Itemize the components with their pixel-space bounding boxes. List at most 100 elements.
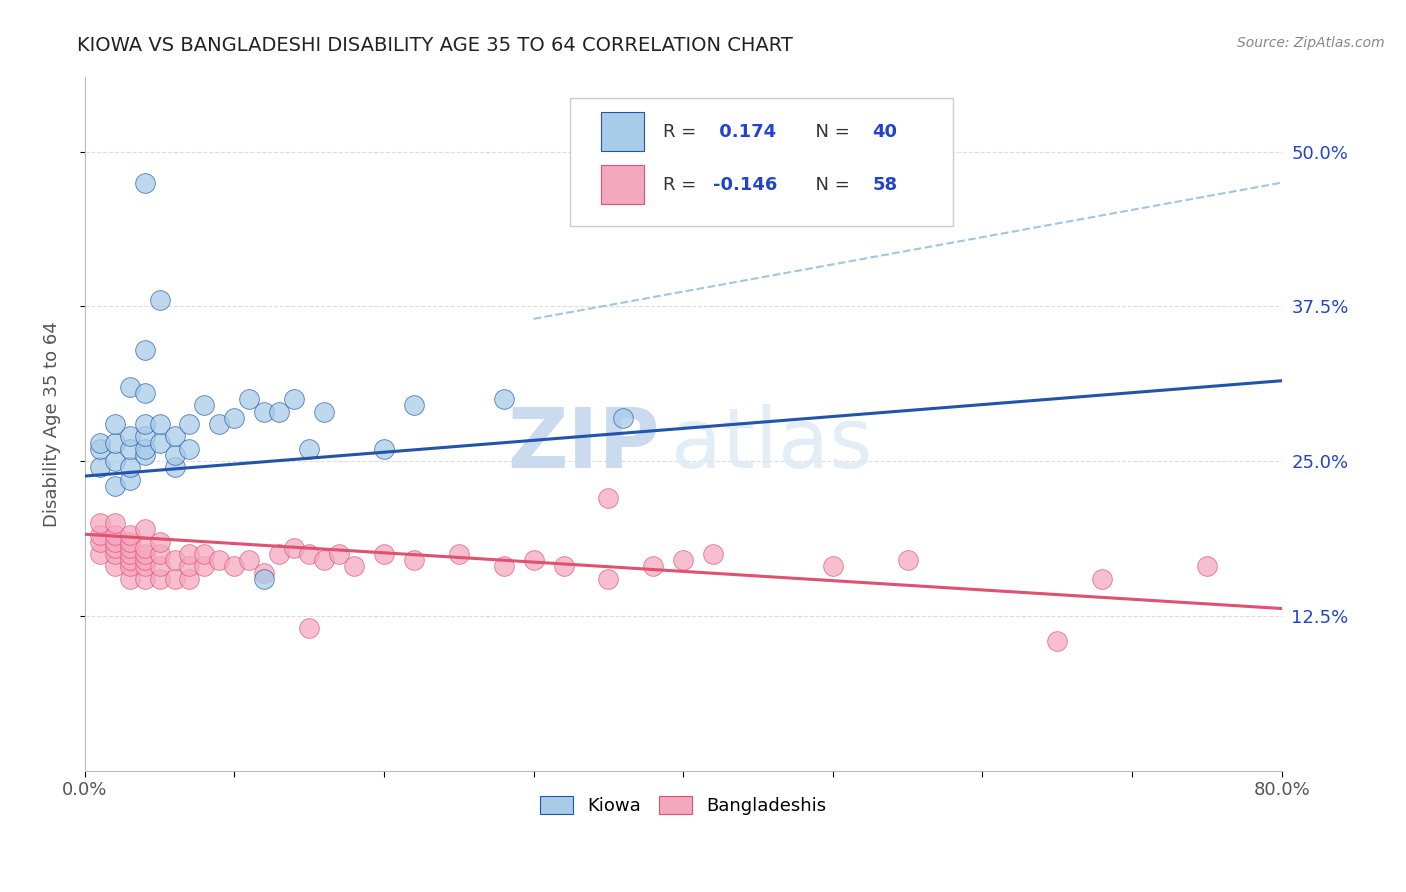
- FancyBboxPatch shape: [600, 112, 644, 151]
- Point: [163, 553, 186, 567]
- Text: 40: 40: [872, 122, 897, 141]
- Point: [148, 435, 170, 450]
- Point: [104, 516, 127, 530]
- Point: [104, 479, 127, 493]
- Point: [163, 429, 186, 443]
- Point: [118, 380, 141, 394]
- Point: [208, 417, 231, 431]
- Text: -0.146: -0.146: [713, 176, 778, 194]
- Point: [104, 547, 127, 561]
- Point: [402, 399, 425, 413]
- Point: [1091, 572, 1114, 586]
- Point: [672, 553, 695, 567]
- Point: [118, 429, 141, 443]
- Point: [134, 559, 156, 574]
- Legend: Kiowa, Bangladeshis: Kiowa, Bangladeshis: [531, 787, 835, 824]
- Point: [1046, 633, 1069, 648]
- Point: [298, 442, 321, 456]
- Text: N =: N =: [804, 122, 856, 141]
- Point: [89, 460, 111, 475]
- Point: [104, 534, 127, 549]
- Text: 0.174: 0.174: [713, 122, 776, 141]
- Text: R =: R =: [662, 122, 702, 141]
- Point: [134, 547, 156, 561]
- Point: [553, 559, 575, 574]
- Point: [298, 547, 321, 561]
- Point: [134, 343, 156, 357]
- Point: [298, 621, 321, 635]
- Point: [163, 460, 186, 475]
- Point: [208, 553, 231, 567]
- Point: [118, 528, 141, 542]
- Point: [283, 392, 305, 407]
- Point: [118, 559, 141, 574]
- Point: [134, 442, 156, 456]
- Point: [104, 528, 127, 542]
- Point: [118, 460, 141, 475]
- Point: [89, 534, 111, 549]
- Point: [148, 547, 170, 561]
- Point: [253, 572, 276, 586]
- Text: N =: N =: [804, 176, 856, 194]
- Point: [134, 553, 156, 567]
- Point: [104, 559, 127, 574]
- Point: [897, 553, 920, 567]
- Point: [193, 399, 215, 413]
- Point: [104, 417, 127, 431]
- Point: [492, 559, 515, 574]
- Point: [179, 547, 201, 561]
- Point: [314, 405, 336, 419]
- Point: [179, 559, 201, 574]
- Point: [134, 541, 156, 555]
- Point: [253, 566, 276, 580]
- Point: [148, 293, 170, 308]
- Point: [134, 386, 156, 401]
- Point: [447, 547, 470, 561]
- Point: [598, 572, 620, 586]
- Y-axis label: Disability Age 35 to 64: Disability Age 35 to 64: [44, 321, 60, 527]
- Point: [104, 435, 127, 450]
- Point: [492, 392, 515, 407]
- Point: [89, 528, 111, 542]
- Point: [104, 454, 127, 468]
- Point: [163, 572, 186, 586]
- Point: [253, 405, 276, 419]
- Point: [702, 547, 724, 561]
- Point: [134, 429, 156, 443]
- Text: ZIP: ZIP: [506, 404, 659, 485]
- Point: [238, 553, 260, 567]
- Point: [148, 534, 170, 549]
- Point: [643, 559, 665, 574]
- Point: [163, 448, 186, 462]
- Point: [179, 572, 201, 586]
- Text: atlas: atlas: [671, 404, 873, 485]
- Point: [134, 176, 156, 190]
- Text: 58: 58: [872, 176, 897, 194]
- Point: [238, 392, 260, 407]
- Point: [118, 547, 141, 561]
- Point: [179, 442, 201, 456]
- Point: [343, 559, 366, 574]
- Point: [134, 448, 156, 462]
- Point: [193, 559, 215, 574]
- Point: [269, 405, 291, 419]
- Point: [193, 547, 215, 561]
- Point: [89, 516, 111, 530]
- Point: [148, 559, 170, 574]
- Point: [118, 553, 141, 567]
- Point: [328, 547, 350, 561]
- Point: [118, 473, 141, 487]
- Point: [373, 442, 395, 456]
- Point: [89, 547, 111, 561]
- Text: R =: R =: [662, 176, 702, 194]
- Point: [104, 541, 127, 555]
- Point: [402, 553, 425, 567]
- Point: [373, 547, 395, 561]
- Point: [523, 553, 546, 567]
- FancyBboxPatch shape: [569, 98, 952, 227]
- Point: [821, 559, 844, 574]
- Point: [612, 410, 634, 425]
- Point: [224, 559, 246, 574]
- FancyBboxPatch shape: [600, 166, 644, 204]
- Point: [134, 522, 156, 536]
